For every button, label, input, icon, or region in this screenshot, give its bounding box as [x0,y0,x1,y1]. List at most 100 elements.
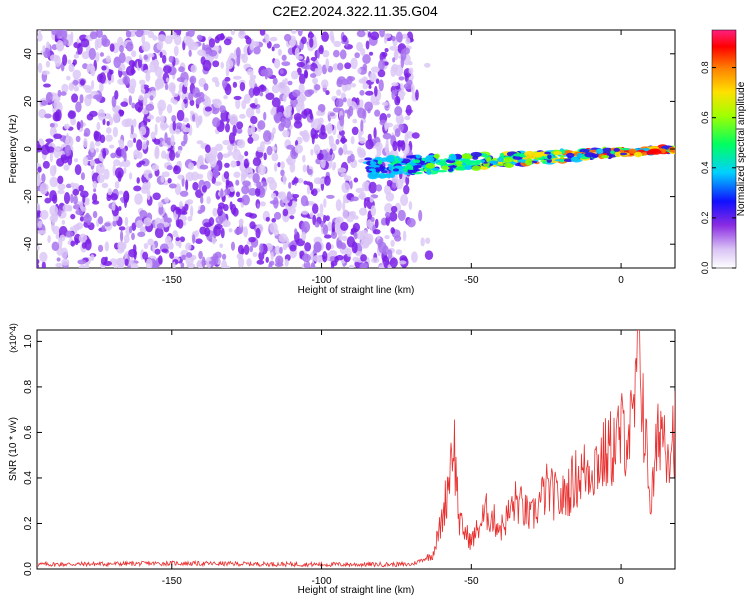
heatmap-cell [164,153,169,160]
heatmap-cell [167,177,172,184]
heatmap-cell [321,79,329,89]
heatmap-cell [405,37,411,45]
heatmap-cell [61,258,70,266]
heatmap-cell [191,114,196,122]
heatmap-cell [175,128,181,135]
heatmap-cell [271,97,281,108]
heatmap-cell [312,214,317,226]
heatmap-cell [386,113,391,118]
heatmap-cell [141,41,151,52]
heatmap-cell [465,159,471,166]
heatmap-cell [318,44,324,55]
heatmap-cell [326,194,335,199]
heatmap-cell [197,115,202,126]
heatmap-cell [164,83,169,91]
heatmap-cell [114,180,120,189]
heatmap-cell [395,249,403,255]
heatmap-cell [292,193,300,199]
heatmap-cell [200,204,206,213]
heatmap-cell [398,260,407,265]
heatmap-cell [374,85,378,97]
heatmap-cell [323,214,327,223]
heatmap-cell [283,33,292,42]
heatmap-cell [381,101,389,106]
heatmap-cell [49,122,55,128]
heatmap-cell [178,66,185,73]
heatmap-cell [42,160,50,169]
heatmap-cell [156,41,164,51]
heatmap-cell [199,164,209,170]
heatmap-cell [394,106,403,117]
heatmap-cell [425,237,431,244]
heatmap-cell [99,52,105,57]
heatmap-cell [189,205,194,218]
colorbar-label: Normalized spectral amplitude [736,81,747,216]
heatmap-cell [66,75,71,81]
heatmap-cell [208,217,215,226]
heatmap-cell [151,164,159,171]
heatmap-cell [424,62,431,68]
heatmap-cell [243,226,248,238]
heatmap-cell [330,231,338,239]
heatmap-cell [302,154,306,163]
heatmap-cell [399,116,405,124]
heatmap-cell [206,196,211,204]
heatmap-cell [307,168,313,175]
heatmap-cell [204,144,211,153]
heatmap-cell [232,207,239,217]
heatmap-cell [273,58,281,69]
heatmap-cell [377,160,383,165]
heatmap-cell [51,220,55,232]
heatmap-cell [301,36,307,45]
heatmap-cell [172,261,176,268]
heatmap-cell [374,141,383,151]
heatmap-cell [72,79,79,86]
heatmap-cell [123,234,130,244]
heatmap-cell [256,203,260,209]
heatmap-cell [158,255,163,265]
colorbar: 0.0 0.2 0.4 0.6 0.8 Normalized spectral ampl… [700,29,747,274]
heatmap-cell [55,262,63,268]
heatmap-cell [325,90,330,96]
heatmap-cell [284,77,288,85]
heatmap-cell [384,203,393,214]
x-tick-label: -150 [162,275,182,286]
heatmap-cell [525,159,533,166]
heatmap-cell [304,242,312,252]
heatmap-cell [253,46,261,55]
heatmap-y-axis-label: Frequency (Hz) [8,115,19,184]
heatmap-cell [195,238,203,244]
heatmap-cell [307,32,315,39]
heatmap-cell [448,155,457,161]
heatmap-cell [237,139,246,149]
heatmap-cell [424,156,435,163]
heatmap-cell [415,154,421,159]
heatmap-cell [122,75,131,85]
heatmap-cell [67,59,72,65]
heatmap-cell [397,90,406,97]
heatmap-cell [81,242,87,249]
heatmap-cell [259,243,264,254]
heatmap-cell [212,60,220,68]
heatmap-cell [345,150,353,155]
heatmap-cell [161,54,167,64]
heatmap-cell [301,210,309,215]
heatmap-cell [404,115,411,121]
heatmap-cell [365,90,374,96]
heatmap-cell [389,211,398,222]
heatmap-cell [342,97,347,103]
heatmap-cell [619,152,628,156]
heatmap-cell [395,31,403,43]
heatmap-cell [295,103,302,112]
heatmap-cell [413,165,419,172]
heatmap-cell [368,84,372,89]
heatmap-cell [411,132,420,139]
heatmap-cell [180,262,185,268]
heatmap-cell [410,83,415,94]
heatmap-cell [242,180,251,187]
heatmap-cell [365,139,374,150]
heatmap-cell [378,59,385,71]
heatmap-cell [77,43,83,55]
y-tick-label: 40 [23,48,34,60]
heatmap-cell [97,244,104,253]
